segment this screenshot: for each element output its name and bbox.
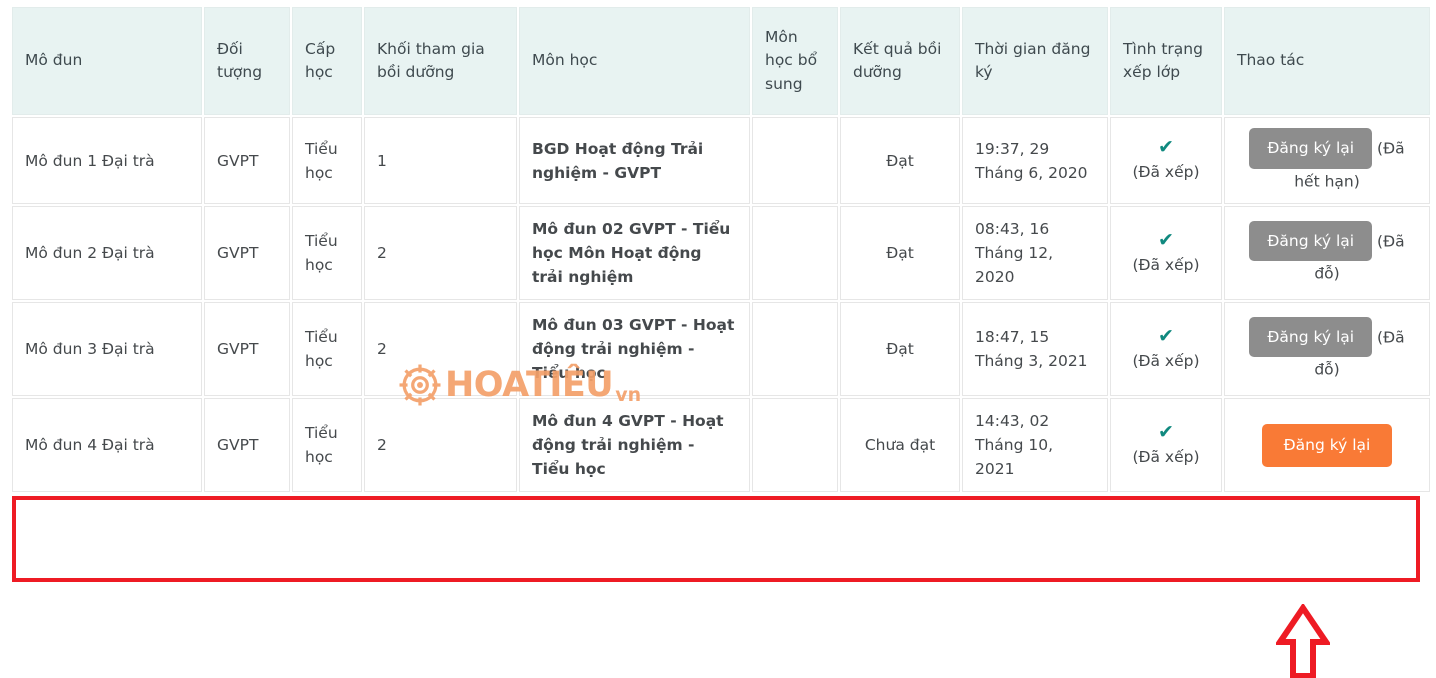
cell-block: 2	[364, 206, 517, 301]
table-body: Mô đun 1 Đại trà GVPT Tiểu học 1 BGD Hoạ…	[12, 117, 1430, 493]
reregister-button[interactable]: Đăng ký lại	[1249, 220, 1373, 262]
cell-time: 14:43, 02 Tháng 10, 2021	[962, 398, 1108, 493]
column-header-object: Đối tượng	[204, 7, 290, 115]
cell-time: 19:37, 29 Tháng 6, 2020	[962, 117, 1108, 205]
cell-object: GVPT	[204, 206, 290, 301]
table-row: Mô đun 4 Đại trà GVPT Tiểu học 2 Mô đun …	[12, 398, 1430, 493]
cell-action: Đăng ký lại (Đã đỗ)	[1224, 302, 1430, 397]
table-row: Mô đun 3 Đại trà GVPT Tiểu học 2 Mô đun …	[12, 302, 1430, 397]
cell-subject: Mô đun 03 GVPT - Hoạt động trải nghiệm -…	[519, 302, 750, 397]
reregister-button[interactable]: Đăng ký lại	[1249, 128, 1373, 169]
column-header-extra: Môn học bổ sung	[752, 7, 838, 115]
column-header-status: Tình trạng xếp lớp	[1110, 7, 1222, 115]
cell-extra	[752, 398, 838, 493]
row-highlight-box	[12, 496, 1420, 582]
cell-result: Đạt	[840, 117, 960, 205]
cell-extra	[752, 302, 838, 397]
cell-result: Đạt	[840, 206, 960, 301]
cell-subject: Mô đun 4 GVPT - Hoạt động trải nghiệm - …	[519, 398, 750, 493]
column-header-level: Cấp học	[292, 7, 362, 115]
cell-level: Tiểu học	[292, 206, 362, 301]
cell-level: Tiểu học	[292, 398, 362, 493]
cell-action: Đăng ký lại (Đã đỗ)	[1224, 206, 1430, 301]
cell-object: GVPT	[204, 302, 290, 397]
cell-subject: BGD Hoạt động Trải nghiệm - GVPT	[519, 117, 750, 205]
cell-block: 1	[364, 117, 517, 205]
cell-module: Mô đun 1 Đại trà	[12, 117, 202, 205]
action-note: (Đã hết hạn)	[1294, 139, 1405, 191]
registration-table: Mô đun Đối tượng Cấp học Khối tham gia b…	[10, 5, 1432, 494]
cell-time: 08:43, 16 Tháng 12, 2020	[962, 206, 1108, 301]
reregister-button[interactable]: Đăng ký lại	[1249, 316, 1373, 358]
table-header: Mô đun Đối tượng Cấp học Khối tham gia b…	[12, 7, 1430, 115]
cell-status: ✔ (Đã xếp)	[1110, 206, 1222, 301]
cell-status: ✔ (Đã xếp)	[1110, 302, 1222, 397]
action-note: (Đã đỗ)	[1314, 327, 1405, 379]
cell-level: Tiểu học	[292, 302, 362, 397]
column-header-time: Thời gian đăng ký	[962, 7, 1108, 115]
arrow-up-icon	[1276, 604, 1330, 678]
check-icon: ✔	[1158, 324, 1174, 347]
column-header-result: Kết quả bồi dưỡng	[840, 7, 960, 115]
check-icon: ✔	[1158, 420, 1174, 443]
status-label: (Đã xếp)	[1132, 163, 1200, 182]
cell-block: 2	[364, 398, 517, 493]
column-header-module: Mô đun	[12, 7, 202, 115]
action-note: (Đã đỗ)	[1314, 231, 1405, 283]
cell-action: Đăng ký lại (Đã hết hạn)	[1224, 117, 1430, 205]
column-header-block: Khối tham gia bồi dưỡng	[364, 7, 517, 115]
cell-status: ✔ (Đã xếp)	[1110, 398, 1222, 493]
cell-action: Đăng ký lại	[1224, 398, 1430, 493]
cell-module: Mô đun 4 Đại trà	[12, 398, 202, 493]
table-row: Mô đun 1 Đại trà GVPT Tiểu học 1 BGD Hoạ…	[12, 117, 1430, 205]
status-label: (Đã xếp)	[1132, 255, 1200, 274]
cell-object: GVPT	[204, 117, 290, 205]
cell-module: Mô đun 3 Đại trà	[12, 302, 202, 397]
cell-block: 2	[364, 302, 517, 397]
status-label: (Đã xếp)	[1132, 447, 1200, 466]
check-icon: ✔	[1158, 136, 1174, 159]
table-row: Mô đun 2 Đại trà GVPT Tiểu học 2 Mô đun …	[12, 206, 1430, 301]
header-row: Mô đun Đối tượng Cấp học Khối tham gia b…	[12, 7, 1430, 115]
cell-extra	[752, 117, 838, 205]
column-header-subject: Môn học	[519, 7, 750, 115]
cell-level: Tiểu học	[292, 117, 362, 205]
cell-result: Đạt	[840, 302, 960, 397]
reregister-button[interactable]: Đăng ký lại	[1261, 423, 1393, 467]
cell-module: Mô đun 2 Đại trà	[12, 206, 202, 301]
cell-result: Chưa đạt	[840, 398, 960, 493]
column-header-action: Thao tác	[1224, 7, 1430, 115]
check-icon: ✔	[1158, 228, 1174, 251]
cell-status: ✔ (Đã xếp)	[1110, 117, 1222, 205]
cell-subject: Mô đun 02 GVPT - Tiểu học Môn Hoạt động …	[519, 206, 750, 301]
cell-extra	[752, 206, 838, 301]
cell-object: GVPT	[204, 398, 290, 493]
status-label: (Đã xếp)	[1132, 351, 1200, 370]
cell-time: 18:47, 15 Tháng 3, 2021	[962, 302, 1108, 397]
